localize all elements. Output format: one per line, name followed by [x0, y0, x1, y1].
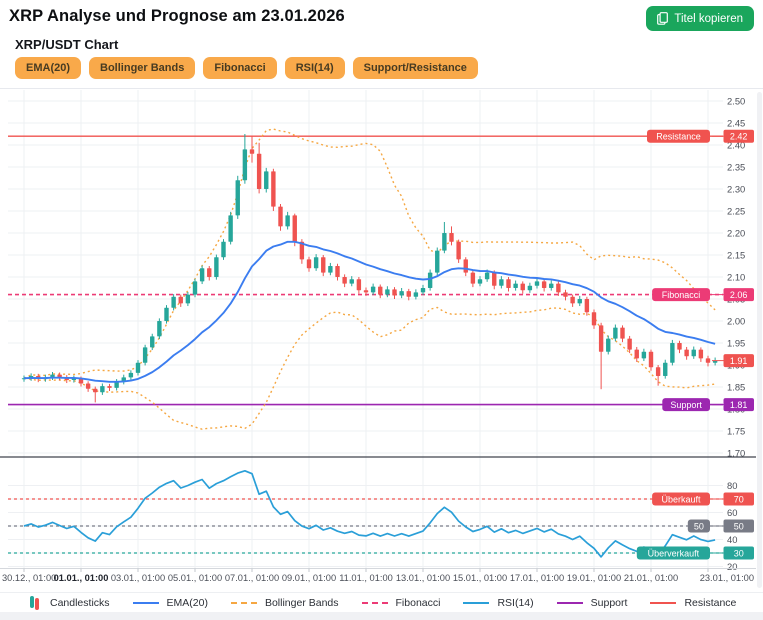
copy-title-label: Titel kopieren	[674, 12, 743, 25]
svg-text:2.40: 2.40	[727, 139, 745, 150]
svg-text:20: 20	[727, 561, 737, 572]
svg-text:05.01., 01:00: 05.01., 01:00	[168, 573, 222, 583]
svg-text:Support: Support	[670, 400, 702, 410]
svg-text:70: 70	[734, 494, 744, 504]
svg-text:2.25: 2.25	[727, 205, 745, 216]
legend-item-support: Support	[556, 596, 628, 609]
svg-text:2.15: 2.15	[727, 249, 745, 260]
svg-text:2.35: 2.35	[727, 161, 745, 172]
price-badges: Resistance 2.42 Fibonacci 2.06 1.91 Support 1.…	[636, 129, 754, 560]
svg-text:80: 80	[727, 480, 737, 491]
scrollbar-track	[757, 92, 762, 588]
svg-text:07.01., 01:00: 07.01., 01:00	[225, 573, 279, 583]
copy-title-button[interactable]: Titel kopieren	[646, 6, 754, 31]
svg-text:09.01., 01:00: 09.01., 01:00	[282, 573, 336, 583]
svg-text:Fibonacci: Fibonacci	[662, 290, 701, 300]
bollinger-bands	[23, 128, 716, 430]
legend-label: Fibonacci	[395, 596, 441, 609]
fibonacci-line-swatch-icon	[361, 601, 388, 604]
svg-text:2.06: 2.06	[730, 290, 748, 300]
legend-item-ema: EMA(20)	[132, 596, 208, 609]
indicator-button-ema[interactable]: EMA(20)	[15, 57, 82, 79]
legend-label: EMA(20)	[166, 596, 208, 609]
candles-layer	[21, 134, 718, 403]
clipboard-icon	[657, 12, 669, 25]
bollinger-line-swatch-icon	[230, 601, 257, 604]
svg-text:50: 50	[694, 521, 704, 531]
svg-text:2.42: 2.42	[730, 132, 748, 142]
legend-label: Resistance	[684, 596, 737, 609]
svg-text:23.01., 01:00: 23.01., 01:00	[700, 573, 754, 583]
legend-item-bollinger: Bollinger Bands	[230, 596, 339, 609]
svg-text:1.75: 1.75	[727, 425, 745, 436]
rsi-line-swatch-icon	[463, 601, 490, 604]
chart-legend: Candlesticks EMA(20) Bollinger Bands Fib…	[0, 592, 763, 612]
svg-text:Überkauft: Überkauft	[662, 494, 702, 504]
svg-text:30: 30	[734, 548, 744, 558]
svg-text:13.01., 01:00: 13.01., 01:00	[396, 573, 450, 583]
legend-item-candlesticks: Candlesticks	[30, 595, 110, 610]
svg-text:Überverkauft: Überverkauft	[648, 548, 700, 558]
chart-subtitle: XRP/USDT Chart	[15, 37, 119, 52]
svg-text:2.20: 2.20	[727, 227, 745, 238]
svg-text:2.45: 2.45	[727, 117, 745, 128]
support-line-swatch-icon	[556, 601, 583, 604]
candlesticks-swatch-icon	[30, 595, 42, 610]
footer-strip	[0, 612, 763, 620]
indicator-button-fibonacci[interactable]: Fibonacci	[203, 57, 277, 79]
svg-text:21.01., 01:00: 21.01., 01:00	[624, 573, 678, 583]
svg-text:19.01., 01:00: 19.01., 01:00	[567, 573, 621, 583]
legend-item-fibonacci: Fibonacci	[361, 596, 441, 609]
svg-text:1.91: 1.91	[730, 356, 748, 366]
legend-label: Bollinger Bands	[264, 596, 339, 609]
indicator-button-bollinger[interactable]: Bollinger Bands	[89, 57, 196, 79]
svg-text:2.30: 2.30	[727, 183, 745, 194]
legend-label: RSI(14)	[497, 596, 534, 609]
rsi-line	[23, 469, 716, 558]
legend-item-resistance: Resistance	[650, 597, 736, 609]
svg-text:01.01., 01:00: 01.01., 01:00	[54, 573, 109, 583]
svg-text:2.10: 2.10	[727, 271, 745, 282]
indicator-button-support-resistance[interactable]: Support/Resistance	[352, 57, 478, 79]
svg-text:2.50: 2.50	[727, 95, 745, 106]
svg-text:03.01., 01:00: 03.01., 01:00	[111, 573, 165, 583]
svg-text:11.01., 01:00: 11.01., 01:00	[339, 573, 393, 583]
svg-text:1.95: 1.95	[727, 337, 745, 348]
page-title: XRP Analyse und Prognose am 23.01.2026	[9, 7, 345, 25]
legend-item-rsi: RSI(14)	[463, 596, 534, 609]
resistance-line-swatch-icon	[650, 601, 677, 604]
indicator-button-rsi[interactable]: RSI(14)	[284, 57, 345, 79]
indicator-buttons: EMA(20) Bollinger Bands Fibonacci RSI(14…	[15, 57, 478, 79]
svg-text:2.00: 2.00	[727, 315, 745, 326]
legend-label: Support	[590, 596, 628, 609]
header-divider	[0, 88, 763, 89]
legend-label: Candlesticks	[50, 596, 110, 609]
svg-text:1.70: 1.70	[727, 447, 745, 458]
svg-text:30.12., 01:00: 30.12., 01:00	[2, 573, 56, 583]
svg-text:17.01., 01:00: 17.01., 01:00	[510, 573, 564, 583]
svg-text:1.81: 1.81	[730, 400, 748, 410]
svg-text:50: 50	[734, 521, 744, 531]
svg-text:40: 40	[727, 534, 737, 545]
svg-text:60: 60	[727, 507, 737, 518]
svg-text:Resistance: Resistance	[656, 132, 701, 142]
price-chart-canvas[interactable]: 1.701.751.801.851.901.952.002.052.102.15…	[0, 88, 763, 590]
ema-line	[23, 240, 716, 383]
svg-text:15.01., 01:00: 15.01., 01:00	[453, 573, 507, 583]
svg-text:1.85: 1.85	[727, 381, 745, 392]
ema-line-swatch-icon	[132, 601, 159, 604]
